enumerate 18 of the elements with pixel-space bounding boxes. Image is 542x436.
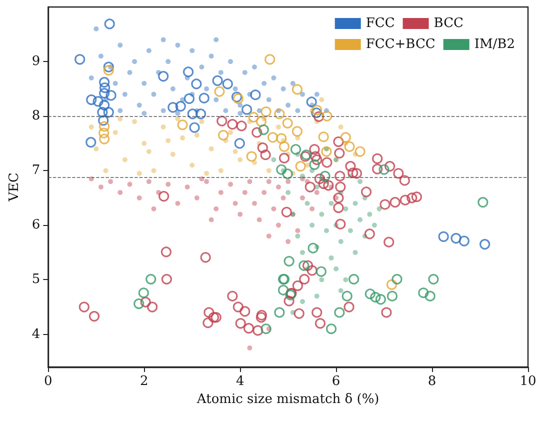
x-tick-label: 8 <box>428 374 436 389</box>
legend-label: BCC <box>434 16 464 31</box>
x-tick-label: 10 <box>520 374 536 389</box>
legend-label: FCC+BCC <box>366 37 436 52</box>
x-tick-label: 6 <box>332 374 340 389</box>
y-tick-label: 6 <box>32 218 40 233</box>
x-tick-label: 2 <box>140 374 148 389</box>
x-axis-title: Atomic size mismatch δ (%) <box>196 392 380 407</box>
y-tick-label: 7 <box>32 163 40 178</box>
y-tick-label: 4 <box>32 326 40 342</box>
y-tick-label: 5 <box>32 272 40 288</box>
y-tick-label: 9 <box>32 54 40 70</box>
x-tick-label: 4 <box>236 374 244 389</box>
y-axis-title: VEC <box>7 172 22 202</box>
legend-label: FCC <box>366 16 395 31</box>
legend-label: IM/B2 <box>474 37 516 52</box>
y-tick-label: 8 <box>32 108 40 124</box>
x-tick-label: 0 <box>44 374 52 389</box>
